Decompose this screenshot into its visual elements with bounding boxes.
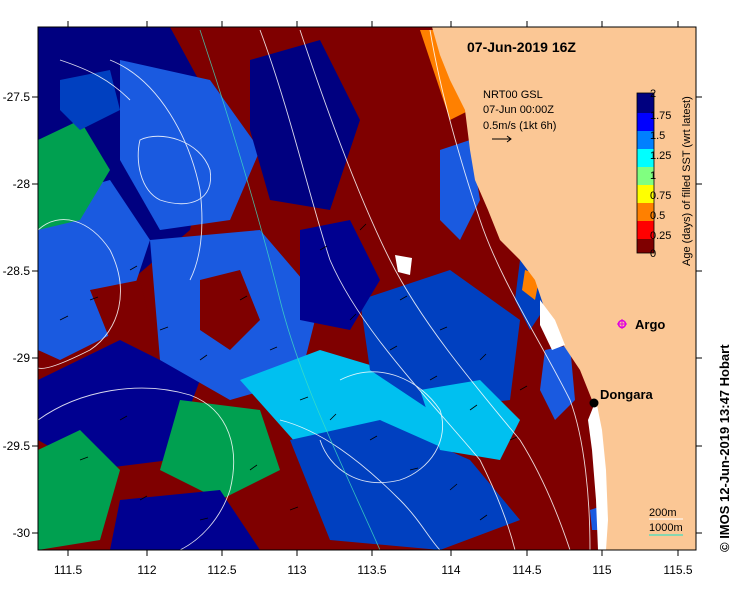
colorbar-swatch (637, 203, 654, 221)
lon-tick-label: 114 (441, 563, 460, 577)
colorbar-swatch (637, 113, 654, 131)
colorbar (636, 92, 655, 254)
lat-tick-label: -27.5 (3, 90, 31, 104)
lon-tick-label: 113 (287, 563, 306, 577)
lon-tick-label: 111.5 (54, 563, 83, 577)
lat-axis (32, 96, 702, 534)
colorbar-swatch (637, 239, 654, 253)
lon-tick-label: 112 (137, 563, 156, 577)
lat-tick-label: -30 (13, 526, 31, 540)
colorbar-tick: 1.5 (650, 130, 665, 142)
current-legend-line3: 0.5m/s (1kt 6h) (483, 120, 556, 132)
current-legend-line2: 07-Jun 00:00Z (483, 104, 554, 116)
sst-field (38, 27, 696, 550)
bathymetry-contours (38, 29, 591, 550)
map-title: 07-Jun-2019 16Z (467, 39, 576, 55)
colorbar-tick: 1 (650, 170, 656, 182)
colorbar-swatch (637, 93, 654, 113)
colorbar-tick: 0.5 (650, 210, 665, 222)
colorbar-tick: 0.25 (650, 230, 671, 242)
land (432, 27, 696, 550)
lat-tick-label: -29 (13, 351, 31, 365)
colorbar-tick: 0 (650, 248, 656, 260)
lon-tick-label: 113.5 (357, 563, 386, 577)
lon-tick-label: 115.5 (663, 563, 692, 577)
deep-contour (199, 29, 381, 550)
colorbar-swatch (637, 221, 654, 239)
colorbar-tick: 2 (650, 88, 656, 100)
colorbar-tick: 1.75 (650, 110, 671, 122)
colorbar-swatch (637, 167, 654, 185)
plot-frame (37, 26, 697, 551)
lat-tick-label: -29.5 (3, 439, 31, 453)
current-legend-line1: NRT00 GSL (483, 89, 543, 101)
depth-legend-shallow: 200m (649, 507, 677, 519)
copyright-text: © IMOS 12-Jun-2019 13:47 Hobart (717, 344, 732, 552)
lat-tick-label: -28 (13, 177, 31, 191)
lon-tick-label: 115 (592, 563, 611, 577)
lat-tick-label: -28.5 (3, 264, 31, 278)
lon-tick-label: 114.5 (512, 563, 541, 577)
lon-tick-label: 112.5 (207, 563, 236, 577)
current-scale-arrow-icon (492, 135, 512, 143)
depth-legend-deep: 1000m (649, 522, 683, 534)
dongara-marker (589, 398, 599, 408)
colorbar-tick: 1.25 (650, 150, 671, 162)
colorbar-swatch (637, 131, 654, 149)
argo-float-icon (617, 319, 627, 329)
argo-label: Argo (635, 317, 665, 332)
colorbar-swatch (637, 149, 654, 167)
dongara-label: Dongara (600, 387, 654, 402)
lon-axis (67, 21, 679, 556)
colorbar-tick: 0.75 (650, 190, 671, 202)
colorbar-label: Age (days) of filled SST (wrt latest) (681, 96, 693, 266)
colorbar-swatch (637, 185, 654, 203)
current-vectors (59, 223, 528, 521)
